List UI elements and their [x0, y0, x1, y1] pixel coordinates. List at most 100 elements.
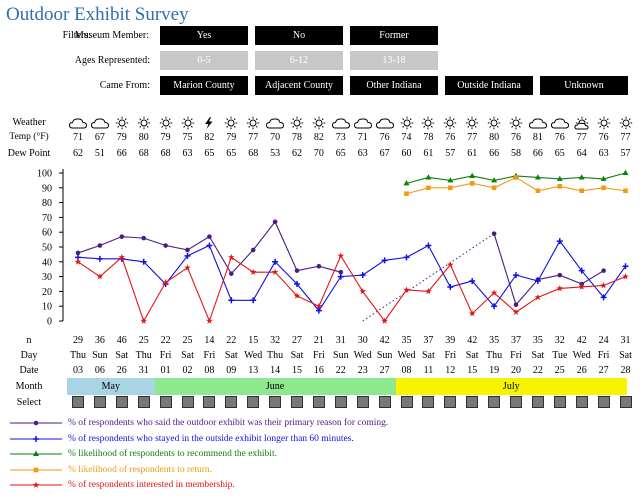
select-checkbox[interactable]	[378, 396, 391, 408]
data-point-circle	[513, 302, 519, 308]
temp-cell: 80	[489, 132, 500, 143]
legend-label: % of respondents interested in membershi…	[68, 480, 235, 490]
data-point-circle	[207, 234, 212, 239]
dew-point-cell: 61	[467, 148, 478, 159]
select-checkbox[interactable]	[269, 396, 282, 408]
dew-point-cell: 67	[379, 148, 390, 159]
filter-member-former-button[interactable]: Former	[350, 26, 438, 45]
data-point-star	[534, 293, 542, 301]
select-checkbox[interactable]	[553, 396, 566, 408]
select-checkbox[interactable]	[510, 396, 522, 408]
n-cell: 35	[532, 335, 543, 346]
dew-point-cell: 65	[554, 148, 565, 159]
select-checkbox[interactable]	[531, 396, 544, 408]
select-checkbox[interactable]	[356, 396, 369, 408]
data-point-circle	[163, 243, 168, 248]
day-row-label: Day	[20, 350, 38, 361]
legend-item: % of respondents interested in membershi…	[8, 478, 468, 492]
data-point-star	[184, 264, 191, 271]
series-line	[77, 240, 626, 312]
filter-age-6-12-button[interactable]: 6-12	[255, 51, 343, 70]
temp-row-label: Temp (°F)	[9, 132, 49, 142]
date-cell: 20	[511, 365, 521, 376]
dew-point-cell: 62	[73, 148, 83, 159]
select-checkbox[interactable]	[137, 396, 150, 408]
data-point-square	[623, 188, 628, 194]
select-checkbox[interactable]	[444, 396, 457, 408]
select-checkbox[interactable]	[247, 396, 260, 408]
data-point-plus	[513, 272, 519, 279]
select-checkbox[interactable]	[312, 396, 325, 408]
data-point-circle	[272, 219, 278, 225]
page-title: Outdoor Exhibit Survey	[6, 4, 189, 25]
filter-member-no-button[interactable]: No	[255, 26, 343, 45]
select-checkbox[interactable]	[291, 396, 303, 408]
date-cell: 03	[73, 365, 83, 376]
month-row-label: Month	[15, 381, 43, 392]
select-checkbox[interactable]	[181, 396, 194, 408]
select-checkbox[interactable]	[422, 396, 435, 408]
data-point-triangle	[534, 174, 541, 180]
data-point-plus	[272, 258, 279, 265]
filter-origin-marion-county-button[interactable]: Marion County	[160, 76, 248, 95]
n-cell: 35	[401, 335, 412, 346]
temp-cell: 80	[138, 132, 149, 143]
select-checkbox[interactable]	[72, 396, 84, 408]
temp-cell: 79	[226, 132, 237, 143]
day-cell: Thu	[267, 350, 284, 361]
n-cell: 30	[357, 335, 368, 346]
legend-swatch	[10, 481, 62, 488]
dew-point-cell: 70	[313, 148, 324, 159]
data-point-star	[468, 310, 476, 317]
storm-weather-icon	[198, 116, 220, 130]
filter-member-yes-button[interactable]: Yes	[160, 26, 248, 45]
select-checkbox[interactable]	[225, 396, 238, 408]
data-point-circle	[97, 243, 103, 248]
data-point-circle	[229, 271, 234, 276]
data-point-star	[249, 268, 257, 275]
select-checkbox[interactable]	[466, 396, 479, 408]
select-checkbox[interactable]	[93, 396, 106, 408]
filter-origin-other-indiana-button[interactable]: Other Indiana	[350, 76, 438, 95]
data-point-star	[74, 258, 82, 265]
select-checkbox[interactable]	[159, 396, 172, 408]
data-point-star	[315, 302, 323, 310]
select-checkbox[interactable]	[203, 396, 216, 408]
data-point-star	[293, 292, 301, 299]
dew-point-cell: 57	[620, 148, 631, 159]
n-cell: 31	[620, 335, 631, 346]
sunny-weather-icon	[133, 116, 155, 130]
sunny-weather-icon	[242, 116, 264, 130]
data-point-square	[535, 188, 541, 194]
filter-age-13-18-button[interactable]: 13-18	[350, 51, 438, 70]
dew-point-cell: 66	[489, 148, 500, 159]
cloudy-weather-icon	[67, 116, 89, 130]
sunny-weather-icon	[220, 116, 242, 130]
filter-origin-adjacent-county-button[interactable]: Adjacent County	[255, 76, 343, 95]
select-checkbox[interactable]	[115, 396, 128, 408]
data-point-star	[32, 481, 40, 488]
filter-origin-outside-indiana-button[interactable]: Outside Indiana	[445, 76, 533, 95]
date-cell: 19	[489, 365, 500, 376]
select-checkbox[interactable]	[619, 396, 632, 408]
dew-point-cell: 68	[160, 148, 171, 159]
select-checkbox[interactable]	[400, 396, 413, 408]
select-checkbox[interactable]	[488, 396, 501, 408]
data-point-plus	[425, 242, 432, 249]
series-line	[77, 254, 626, 323]
sunny-weather-icon	[308, 116, 330, 130]
n-cell: 24	[598, 335, 609, 346]
sunny-weather-icon	[286, 116, 308, 130]
select-checkbox[interactable]	[575, 396, 588, 408]
series-1-circle	[75, 219, 606, 322]
dew-point-cell: 58	[511, 148, 521, 159]
select-checkbox[interactable]	[597, 396, 610, 408]
n-cell: 42	[576, 335, 587, 346]
filter-origin-unknown-button[interactable]: Unknown	[540, 76, 628, 95]
series-5-star	[74, 252, 629, 324]
select-checkbox[interactable]	[334, 396, 347, 408]
filter-age-0-5-button[interactable]: 0-5	[160, 51, 248, 70]
data-point-plus	[359, 272, 366, 279]
date-cell: 01	[160, 365, 171, 376]
dew-point-cell: 65	[226, 148, 237, 159]
